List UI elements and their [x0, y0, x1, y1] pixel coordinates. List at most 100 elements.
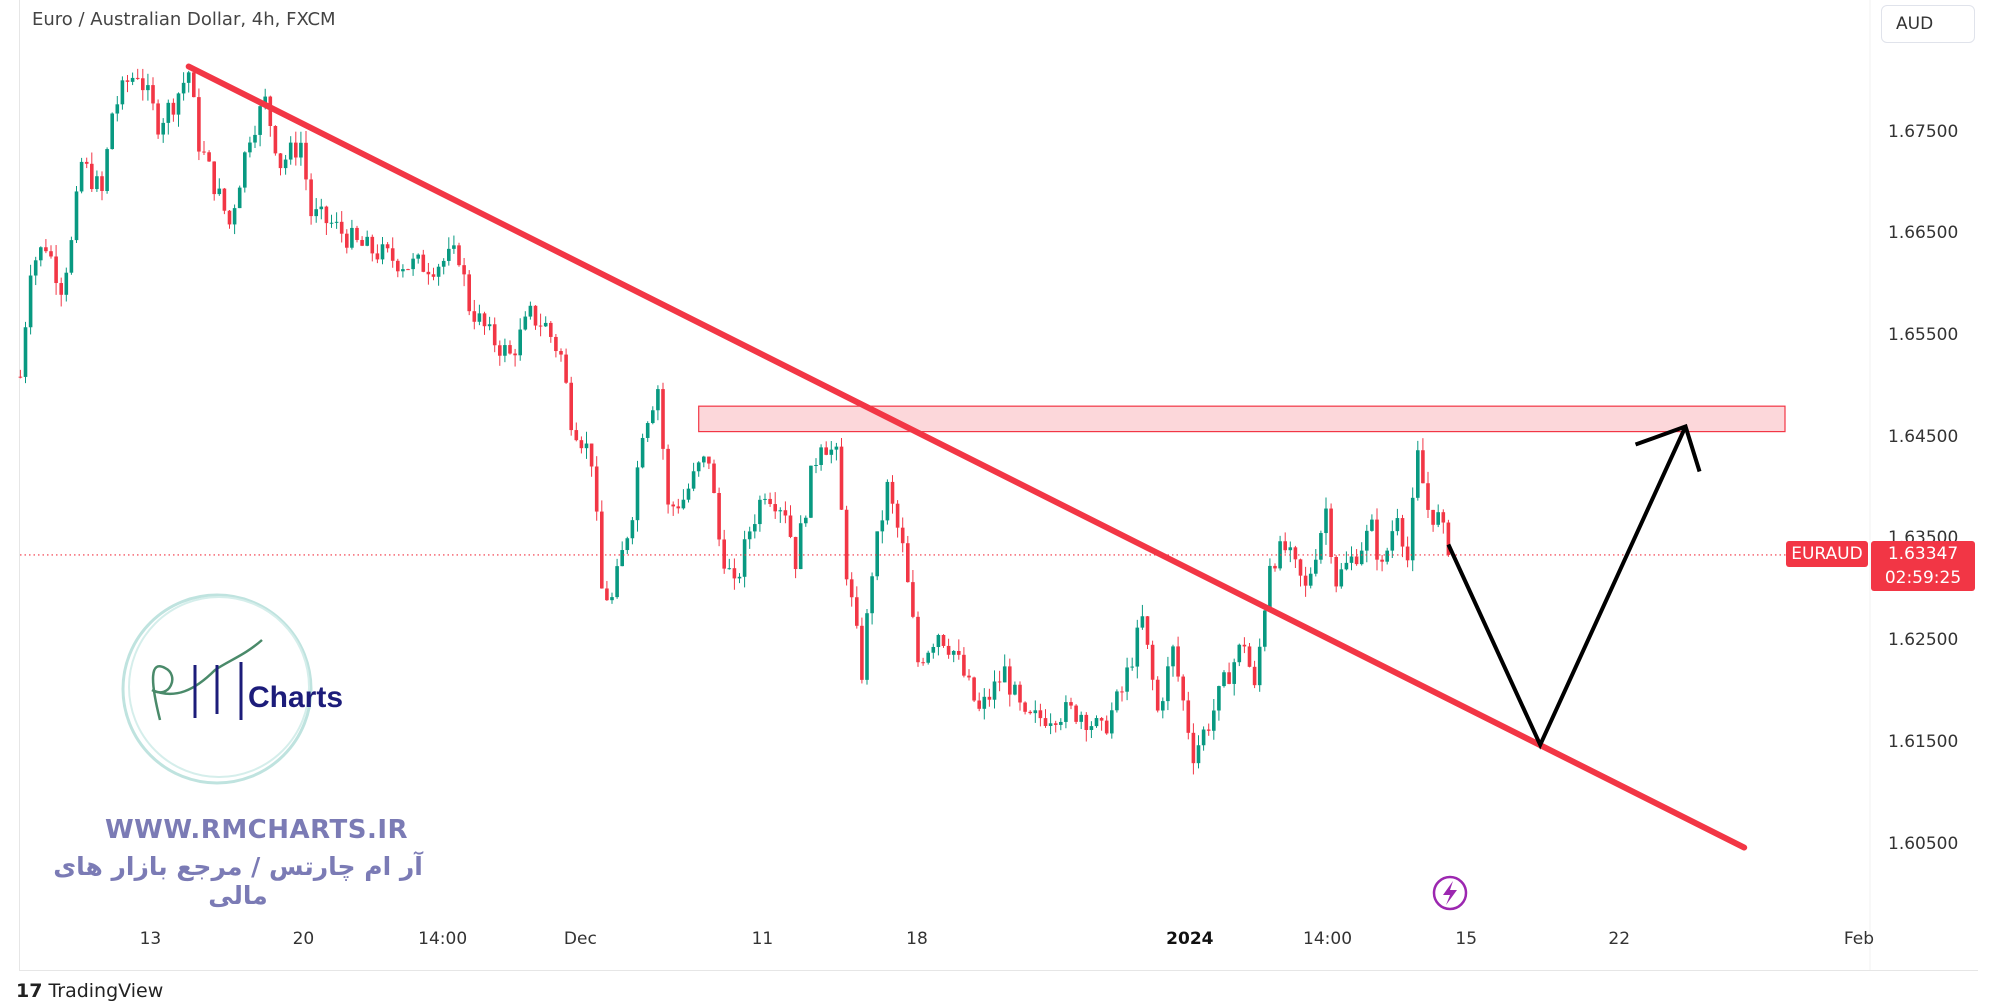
candle-body	[900, 527, 905, 544]
candle	[819, 444, 823, 471]
candle	[880, 510, 885, 544]
candle	[992, 670, 997, 709]
candle-body	[1395, 518, 1400, 532]
candle	[283, 154, 288, 175]
candle-body	[1227, 672, 1231, 684]
candle-body	[181, 82, 186, 94]
lightning-icon[interactable]	[1432, 875, 1468, 911]
candle-body	[232, 208, 237, 225]
price-tick-label: 1.60500	[1888, 833, 1959, 854]
candle	[630, 517, 635, 545]
candle-body	[977, 700, 981, 709]
candle-body	[477, 313, 482, 322]
candle-body	[1298, 559, 1303, 576]
candle-body	[941, 634, 946, 646]
candle-body	[839, 446, 844, 510]
candle	[1140, 604, 1145, 630]
candle	[860, 617, 864, 684]
candle	[426, 262, 431, 285]
candle-body	[732, 568, 737, 579]
candle-body	[421, 254, 426, 272]
candle-body	[890, 481, 895, 504]
candle	[804, 515, 808, 527]
candle-body	[1186, 700, 1191, 733]
candle	[702, 455, 706, 468]
candle	[1008, 658, 1012, 707]
candle	[370, 234, 375, 262]
candle	[95, 170, 99, 192]
candle-body	[1339, 569, 1344, 587]
candle-body	[411, 258, 415, 270]
candle-body	[74, 191, 79, 241]
candle	[798, 515, 803, 570]
candle-body	[1410, 497, 1415, 561]
candle-body	[462, 265, 466, 275]
candle	[1053, 720, 1058, 733]
candle	[1263, 607, 1267, 652]
candle	[44, 239, 48, 254]
candle-body	[722, 539, 726, 569]
candle	[314, 198, 318, 223]
candle-body	[1436, 512, 1440, 525]
candle	[727, 558, 732, 570]
candle	[1431, 509, 1435, 532]
candle	[737, 573, 742, 584]
candle-body	[804, 517, 808, 524]
candle	[1059, 718, 1063, 731]
rmcharts-logo: Charts	[121, 593, 343, 785]
candle-body	[1196, 745, 1201, 764]
candle	[594, 456, 599, 521]
candle	[1125, 657, 1129, 701]
candle-body	[564, 354, 568, 383]
resistance-zone[interactable]	[698, 405, 1786, 433]
downtrend-line[interactable]	[185, 63, 1748, 851]
candle	[237, 185, 242, 209]
candle	[248, 136, 252, 158]
candle-body	[33, 260, 38, 276]
candle-body	[1028, 711, 1032, 714]
candle-body	[829, 449, 834, 455]
candle-body	[1023, 702, 1027, 712]
candle	[1161, 697, 1165, 719]
candle-body	[1308, 573, 1313, 586]
candle-body	[186, 72, 191, 83]
candle-body	[885, 481, 890, 521]
candle-body	[39, 247, 43, 261]
candle	[1334, 555, 1338, 593]
candle	[222, 187, 227, 215]
candle-body	[1283, 541, 1287, 551]
candle	[722, 529, 726, 574]
candle-body	[615, 566, 619, 598]
candle-body	[788, 515, 793, 537]
candle	[390, 237, 395, 268]
candle-body	[1104, 720, 1109, 734]
candle-body	[390, 248, 395, 261]
candle-body	[278, 153, 283, 169]
tradingview-brand[interactable]: 17 TradingView	[16, 980, 163, 1002]
candle	[967, 669, 971, 681]
candle	[1278, 535, 1282, 571]
projection-arrow[interactable]	[1446, 425, 1688, 750]
candle	[855, 586, 859, 629]
candle	[1099, 717, 1104, 731]
candle-body	[1405, 546, 1410, 561]
candle	[350, 219, 354, 250]
candle	[1074, 704, 1078, 725]
candle	[227, 209, 232, 229]
candle	[406, 268, 410, 271]
candle	[171, 98, 176, 122]
candle-body	[844, 509, 849, 580]
candle-body	[605, 588, 609, 601]
candle-body	[1329, 508, 1333, 558]
candle-body	[1252, 666, 1257, 686]
candle	[763, 493, 767, 505]
candle	[957, 639, 961, 660]
candle-body	[589, 443, 594, 467]
currency-button[interactable]: AUD	[1881, 5, 1975, 43]
candle-body	[380, 244, 385, 260]
candle	[768, 492, 772, 507]
candle-body	[1059, 721, 1063, 725]
candle-body	[849, 579, 854, 598]
candle	[1222, 670, 1226, 688]
